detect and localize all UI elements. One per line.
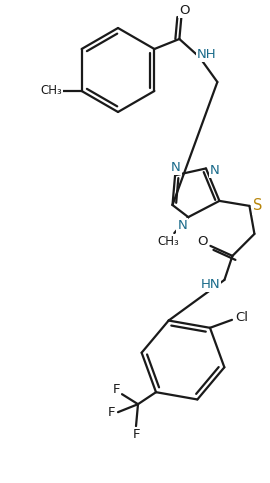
- Text: NH: NH: [197, 47, 216, 60]
- Text: HN: HN: [201, 278, 220, 291]
- Text: CH₃: CH₃: [157, 235, 179, 248]
- Text: N: N: [171, 161, 181, 174]
- Text: F: F: [112, 383, 120, 396]
- Text: CH₃: CH₃: [41, 85, 62, 98]
- Text: O: O: [179, 3, 190, 16]
- Text: O: O: [197, 235, 208, 248]
- Text: S: S: [253, 199, 262, 213]
- Text: F: F: [132, 427, 140, 440]
- Text: N: N: [210, 164, 220, 177]
- Text: N: N: [177, 219, 187, 232]
- Text: F: F: [107, 406, 115, 419]
- Text: Cl: Cl: [235, 312, 248, 324]
